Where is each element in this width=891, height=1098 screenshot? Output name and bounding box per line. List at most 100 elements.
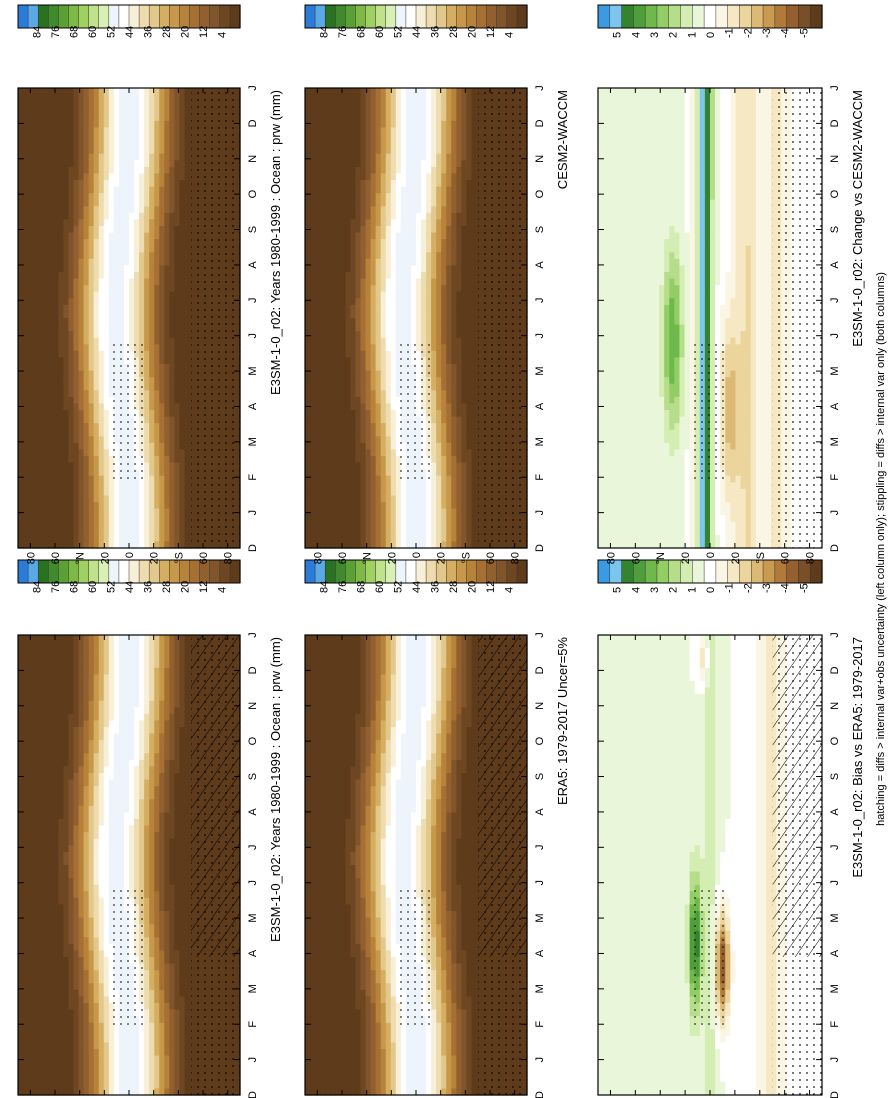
heatmap-cell [33, 298, 39, 305]
heatmap-cell [185, 740, 191, 747]
heatmap-cell [99, 674, 105, 681]
heatmap-cell [89, 443, 95, 450]
heatmap-cell [114, 852, 120, 859]
heatmap-cell [149, 878, 155, 885]
heatmap-cell [94, 1010, 100, 1017]
heatmap-cell [63, 173, 69, 180]
heatmap-cell [33, 1056, 39, 1063]
heatmap-cell [48, 806, 54, 813]
heatmap-cell [109, 793, 115, 800]
heatmap-cell [23, 279, 29, 286]
heatmap-cell [38, 305, 44, 312]
heatmap-cell [33, 364, 39, 371]
heatmap-cell [124, 1082, 130, 1089]
heatmap-cell [104, 661, 110, 668]
heatmap-cell [104, 911, 110, 918]
heatmap-cell [129, 858, 135, 865]
heatmap-cell [28, 1029, 34, 1036]
heatmap-cell [38, 983, 44, 990]
heatmap-cell [79, 535, 85, 542]
heatmap-cell [63, 88, 69, 95]
heatmap-cell [48, 522, 54, 529]
heatmap-cell [154, 872, 160, 879]
heatmap-cell [58, 964, 64, 971]
heatmap-cell [74, 298, 80, 305]
heatmap-cell [129, 88, 135, 95]
heatmap-cell [94, 793, 100, 800]
heatmap-cell [38, 298, 44, 305]
heatmap-cell [58, 858, 64, 865]
heatmap-cell [94, 482, 100, 489]
heatmap-cell [63, 707, 69, 714]
heatmap-cell [18, 904, 24, 911]
heatmap-cell [89, 766, 95, 773]
heatmap-cell [53, 674, 59, 681]
heatmap-cell [28, 180, 34, 187]
heatmap-cell [43, 681, 49, 688]
heatmap-cell [23, 147, 29, 154]
heatmap-cell [48, 495, 54, 502]
heatmap-cell [28, 996, 34, 1003]
heatmap-cell [53, 377, 59, 384]
heatmap-cell [94, 463, 100, 470]
heatmap-cell [18, 950, 24, 957]
heatmap-cell [144, 1062, 150, 1069]
heatmap-cell [48, 489, 54, 496]
heatmap-cell [23, 707, 29, 714]
heatmap-cell [43, 206, 49, 213]
heatmap-cell [104, 292, 110, 299]
heatmap-cell [68, 377, 74, 384]
heatmap-cell [104, 384, 110, 391]
heatmap-cell [74, 495, 80, 502]
heatmap-cell [104, 707, 110, 714]
heatmap-cell [74, 108, 80, 115]
heatmap-cell [94, 226, 100, 233]
heatmap-cell [129, 95, 135, 102]
heatmap-cell [114, 799, 120, 806]
heatmap-cell [144, 701, 150, 708]
heatmap-cell [149, 766, 155, 773]
heatmap-cell [43, 786, 49, 793]
heatmap-cell [179, 872, 185, 879]
heatmap-cell [99, 147, 105, 154]
heatmap-cell [84, 635, 90, 642]
heatmap-cell [43, 839, 49, 846]
heatmap-cell [23, 535, 29, 542]
heatmap-cell [159, 983, 165, 990]
heatmap-cell [104, 265, 110, 272]
heatmap-cell [84, 1069, 90, 1076]
heatmap-cell [33, 957, 39, 964]
heatmap-cell [18, 996, 24, 1003]
heatmap-cell [109, 852, 115, 859]
heatmap-cell [74, 1056, 80, 1063]
heatmap-cell [129, 134, 135, 141]
heatmap-cell [174, 1082, 180, 1089]
heatmap-cell [94, 977, 100, 984]
heatmap-cell [63, 298, 69, 305]
heatmap-cell [33, 114, 39, 121]
heatmap-cell [18, 515, 24, 522]
heatmap-cell [114, 812, 120, 819]
heatmap-cell [109, 1049, 115, 1056]
heatmap-cell [109, 246, 115, 253]
heatmap-cell [33, 443, 39, 450]
heatmap-cell [63, 845, 69, 852]
heatmap-cell [28, 918, 34, 925]
heatmap-cell [18, 311, 24, 318]
heatmap-cell [154, 668, 160, 675]
heatmap-cell [23, 246, 29, 253]
heatmap-cell [185, 773, 191, 780]
heatmap-cell [149, 134, 155, 141]
heatmap-cell [144, 688, 150, 695]
heatmap-cell [129, 655, 135, 662]
heatmap-cell [99, 1062, 105, 1069]
heatmap-cell [58, 410, 64, 417]
heatmap-cell [79, 279, 85, 286]
heatmap-cell [159, 727, 165, 734]
heatmap-cell [149, 964, 155, 971]
heatmap-cell [38, 219, 44, 226]
heatmap-cell [174, 1062, 180, 1069]
heatmap-cell [124, 272, 130, 279]
heatmap-cell [164, 977, 170, 984]
heatmap-cell [94, 911, 100, 918]
